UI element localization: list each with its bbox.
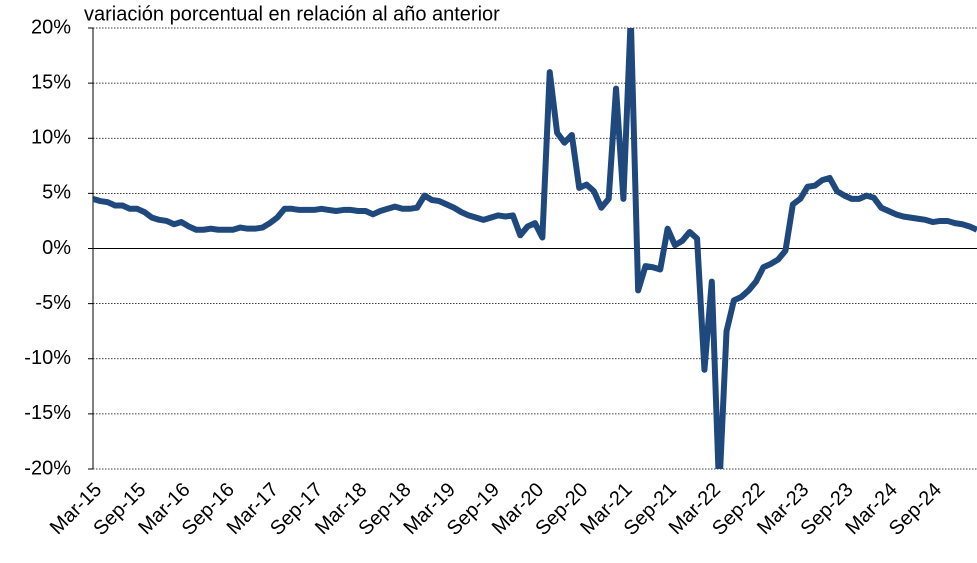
y-tick-label: 10% bbox=[31, 127, 71, 149]
y-tick-label: -15% bbox=[24, 402, 71, 424]
y-tick-label: 5% bbox=[42, 182, 71, 204]
line-series bbox=[93, 28, 977, 469]
y-tick-label: 0% bbox=[42, 237, 71, 259]
plot-area bbox=[93, 28, 977, 469]
y-tick-label: -20% bbox=[24, 457, 71, 479]
chart-title: variación porcentual en relación al año … bbox=[84, 3, 500, 25]
y-tick-label: -5% bbox=[35, 292, 71, 314]
y-tick-label: 15% bbox=[31, 71, 71, 93]
y-tick-label: 20% bbox=[31, 16, 71, 38]
y-tick-label: -10% bbox=[24, 347, 71, 369]
